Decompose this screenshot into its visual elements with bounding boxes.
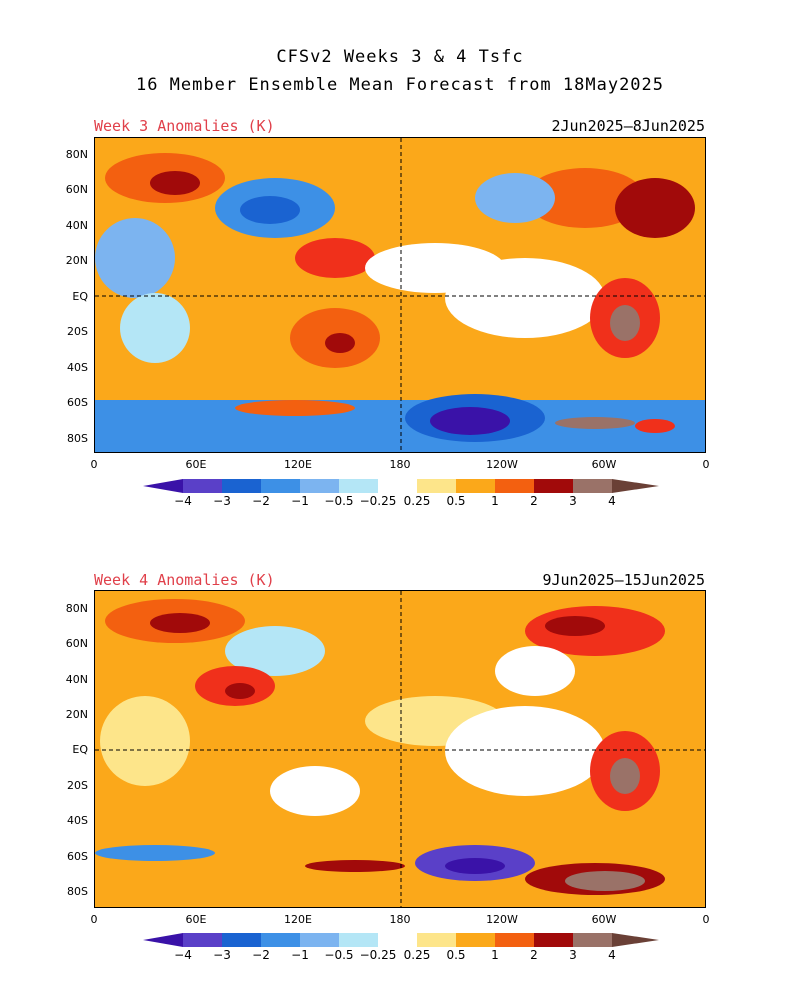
cb2-label-p4: 4	[608, 948, 616, 962]
p1-lat-60n: 60N	[65, 183, 88, 196]
p1-lon-0-end: 0	[702, 458, 710, 471]
cb1-label-p05: 0.5	[446, 494, 466, 508]
chart-title-line1: CFSv2 Weeks 3 & 4 Tsfc	[276, 47, 524, 67]
panel2-dates: 9Jun2025–15Jun2025	[542, 571, 705, 589]
panel2-label: Week 4 Anomalies (K)	[94, 571, 275, 589]
p1-lat-40s: 40S	[67, 361, 88, 374]
p1-lon-120w: 120W	[486, 458, 518, 471]
p2-lon-60e: 60E	[185, 913, 207, 926]
p1-lat-20s: 20S	[67, 325, 88, 338]
cb2-label-p2: 2	[530, 948, 538, 962]
p1-lon-60w: 60W	[591, 458, 617, 471]
cb1-label-m3: −3	[213, 494, 231, 508]
cb1-label-m1: −1	[291, 494, 309, 508]
p1-lon-120e: 120E	[284, 458, 312, 471]
cb1-label-m05: −0.5	[324, 494, 354, 508]
cb2-label-m1: −1	[291, 948, 309, 962]
p2-lat-80s: 80S	[67, 885, 88, 898]
cb2-label-m025: −0.25	[359, 948, 397, 962]
colorbar-1	[143, 479, 659, 493]
p1-lat-20n: 20N	[65, 254, 88, 267]
panel1-map	[94, 137, 706, 453]
cb1-label-m4: −4	[174, 494, 192, 508]
cb1-label-m025: −0.25	[359, 494, 397, 508]
p2-lon-180: 180	[389, 913, 411, 926]
p2-lat-60n: 60N	[65, 637, 88, 650]
cb2-label-m2: −2	[252, 948, 270, 962]
p1-lat-80n: 80N	[65, 148, 88, 161]
cb1-label-p2: 2	[530, 494, 538, 508]
cb2-label-m4: −4	[174, 948, 192, 962]
panel1-label: Week 3 Anomalies (K)	[94, 117, 275, 135]
panel1-dates: 2Jun2025–8Jun2025	[551, 117, 705, 135]
panel1-map-svg	[95, 138, 705, 452]
cb2-label-p3: 3	[569, 948, 577, 962]
panel2-map-svg	[95, 591, 705, 907]
cb2-label-p05: 0.5	[446, 948, 466, 962]
cb1-label-p025: 0.25	[403, 494, 431, 508]
p1-lat-80s: 80S	[67, 432, 88, 445]
p2-lat-20s: 20S	[67, 779, 88, 792]
cb1-label-p4: 4	[608, 494, 616, 508]
p2-lat-60s: 60S	[67, 850, 88, 863]
p2-lat-20n: 20N	[65, 708, 88, 721]
cb2-label-p025: 0.25	[403, 948, 431, 962]
p1-lon-0: 0	[90, 458, 98, 471]
chart-title-line2: 16 Member Ensemble Mean Forecast from 18…	[135, 75, 665, 95]
p2-lon-0-end: 0	[702, 913, 710, 926]
colorbar-2	[143, 933, 659, 947]
cb2-label-p1: 1	[491, 948, 499, 962]
p1-lat-eq: EQ	[72, 290, 88, 303]
p2-lat-80n: 80N	[65, 602, 88, 615]
p1-lat-40n: 40N	[65, 219, 88, 232]
cb1-label-p1: 1	[491, 494, 499, 508]
cb1-label-m2: −2	[252, 494, 270, 508]
p2-lat-40s: 40S	[67, 814, 88, 827]
p1-lat-60s: 60S	[67, 396, 88, 409]
p1-lon-60e: 60E	[185, 458, 207, 471]
cb2-label-m3: −3	[213, 948, 231, 962]
p2-lat-40n: 40N	[65, 673, 88, 686]
panel2-map	[94, 590, 706, 908]
cb1-label-p3: 3	[569, 494, 577, 508]
p2-lon-0: 0	[90, 913, 98, 926]
cb2-label-m05: −0.5	[324, 948, 354, 962]
p2-lon-60w: 60W	[591, 913, 617, 926]
p2-lon-120e: 120E	[284, 913, 312, 926]
p2-lat-eq: EQ	[72, 743, 88, 756]
p1-lon-180: 180	[389, 458, 411, 471]
p2-lon-120w: 120W	[486, 913, 518, 926]
